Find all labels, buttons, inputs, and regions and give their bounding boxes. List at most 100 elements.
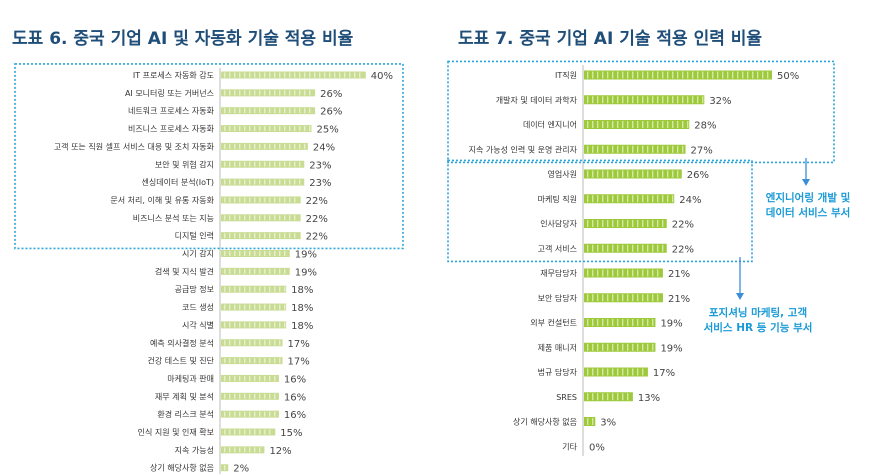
- chart-2-bar-texture: [597, 71, 599, 79]
- chart-1-bar-texture: [224, 233, 226, 239]
- chart-1-bar-texture: [244, 393, 246, 399]
- chart-2-bar-texture: [707, 71, 709, 79]
- chart-1-bar-texture: [239, 393, 241, 399]
- chart-1-bar-texture: [259, 215, 261, 221]
- chart-2-bar-texture: [677, 71, 679, 79]
- chart-1-value-label: 25%: [317, 125, 339, 136]
- chart-2-bar-texture: [692, 71, 694, 79]
- chart-1-bar-texture: [284, 215, 286, 221]
- chart-2-bar-texture: [652, 96, 654, 104]
- chart-2-bar-texture: [632, 96, 634, 104]
- chart-1-bar-texture: [274, 375, 276, 381]
- chart-1-value-label: 22%: [306, 196, 328, 207]
- chart-1-bar-texture: [269, 233, 271, 239]
- chart-1-bar-texture: [289, 143, 291, 149]
- chart-2-bar: [584, 194, 675, 204]
- chart-1-value-label: 18%: [291, 303, 313, 314]
- chart-2-bar-texture: [597, 269, 599, 277]
- chart-2-bar-texture: [642, 71, 644, 79]
- chart-2-bar-texture: [587, 145, 589, 153]
- chart-2-bar-texture: [617, 319, 619, 326]
- chart-2-bar-texture: [622, 71, 624, 79]
- chart-2-bar: [584, 392, 633, 402]
- chart-1-bar-texture: [244, 447, 246, 453]
- chart-2-category-label: 외부 컨설턴트: [530, 318, 577, 328]
- chart-2-bar-texture: [647, 319, 649, 326]
- chart-2-bar: [584, 95, 705, 105]
- chart-2-bar-texture: [587, 269, 589, 277]
- chart-1-bar-texture: [229, 233, 231, 239]
- chart-2-bar-texture: [607, 393, 609, 401]
- chart-2-bar-texture: [632, 195, 634, 203]
- chart-2-bar-texture: [662, 96, 664, 104]
- chart-1-bar: [221, 232, 301, 240]
- chart-2-bar-texture: [652, 220, 654, 227]
- chart-2-bar-texture: [632, 145, 634, 153]
- chart-1-bar-texture: [229, 268, 231, 274]
- chart-1-category-label: 보안 및 위협 감지: [155, 159, 214, 169]
- chart-1-bar-texture: [289, 126, 291, 132]
- chart-1-bar-texture: [229, 251, 231, 256]
- chart-1-bar-texture: [279, 143, 281, 149]
- chart-2-bar-texture: [587, 195, 589, 203]
- chart-1-bar-texture: [284, 108, 286, 114]
- chart-1-bar-texture: [274, 251, 276, 256]
- chart-1-bar-texture: [229, 411, 231, 417]
- chart-2-bar-texture: [592, 145, 594, 153]
- chart-1-bar-texture: [229, 286, 231, 292]
- chart-1-bar-texture: [264, 179, 266, 185]
- chart-1-bar-texture: [249, 108, 251, 114]
- chart-1-bar-texture: [259, 161, 261, 167]
- chart-1-bar-texture: [224, 286, 226, 292]
- chart-1-bar-texture: [354, 72, 356, 78]
- chart-1-bar-texture: [259, 143, 261, 149]
- chart-1-bar-texture: [244, 143, 246, 149]
- chart-1-bar-texture: [294, 161, 296, 167]
- chart-2-bar-texture: [642, 145, 644, 153]
- chart-2-bar-texture: [647, 294, 649, 302]
- chart-1-bar-texture: [239, 72, 241, 78]
- chart-2-bar-texture: [662, 244, 664, 252]
- chart-2-bar-texture: [612, 244, 614, 252]
- chart-1-category-label: 지속 가능성: [175, 446, 214, 455]
- chart-2-bar-texture: [657, 170, 659, 178]
- chart-1-bar-texture: [274, 340, 276, 346]
- chart-2-bar-texture: [602, 244, 604, 252]
- chart-2-bar-texture: [587, 220, 589, 227]
- chart-1-bar-texture: [244, 179, 246, 185]
- chart-2-bar-texture: [637, 244, 639, 252]
- chart-2-bar: [584, 293, 663, 303]
- chart-2-bar-texture: [667, 121, 669, 128]
- chart-1-bar-texture: [279, 215, 281, 221]
- chart-2-bar-texture: [657, 269, 659, 277]
- chart-1-bar: [221, 303, 287, 311]
- chart-1-bar-texture: [274, 161, 276, 167]
- chart-1-value-label: 22%: [306, 214, 328, 225]
- chart-2-bar-texture: [597, 121, 599, 128]
- chart-1-bar: [221, 178, 305, 186]
- chart-2-bar-texture: [612, 368, 614, 376]
- chart-2-arrow-head: [802, 179, 810, 186]
- chart-1-bar-texture: [244, 108, 246, 114]
- chart-1-bar-texture: [289, 90, 291, 96]
- chart-2-bar-texture: [602, 121, 604, 128]
- chart-1-bar-texture: [249, 179, 251, 185]
- chart-2-bar-texture: [672, 170, 674, 178]
- chart-1-bar-texture: [284, 233, 286, 239]
- chart-1-bar-texture: [244, 197, 246, 203]
- chart-2-title: 도표 7. 중국 기업 AI 기술 적용 인력 비율: [458, 29, 763, 49]
- chart-2-bar-texture: [647, 96, 649, 104]
- chart-1-bar-texture: [304, 126, 306, 132]
- chart-1-category-label: 인식 지원 및 인재 확보: [138, 427, 214, 437]
- chart-2-bar-texture: [687, 71, 689, 79]
- chart-1-bar-texture: [274, 179, 276, 185]
- chart-1-bar-texture: [239, 322, 241, 328]
- chart-2-category-label: 제품 매니저: [538, 342, 577, 352]
- chart-1-bar-texture: [264, 197, 266, 203]
- chart-2-bar-texture: [672, 96, 674, 104]
- chart-1-bar-texture: [259, 322, 261, 328]
- chart-1-bar-texture: [229, 108, 231, 114]
- chart-2-bar-texture: [717, 71, 719, 79]
- chart-1-bar: [221, 285, 287, 293]
- chart-1-bar-texture: [294, 233, 296, 239]
